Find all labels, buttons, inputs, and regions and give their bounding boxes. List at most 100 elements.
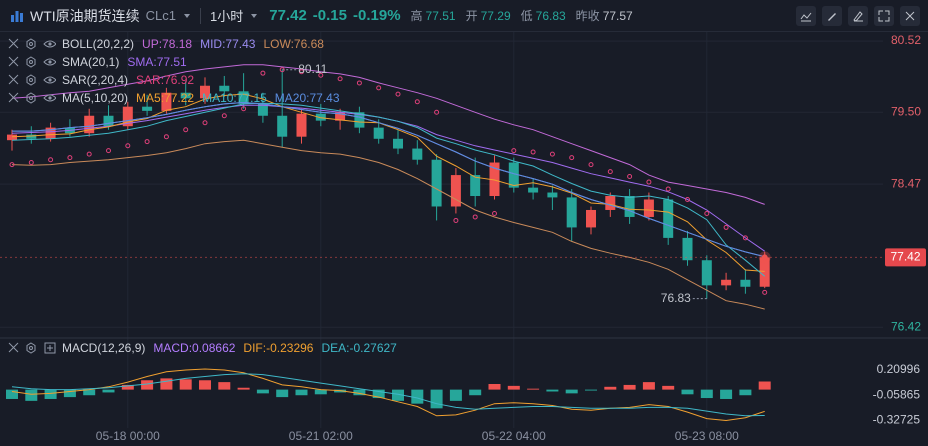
fullscreen-button[interactable] <box>874 6 894 26</box>
sar-dot <box>86 151 92 157</box>
candle-body <box>296 113 307 137</box>
macd-bar <box>662 385 675 390</box>
macd-bar <box>546 389 559 392</box>
sar-dot <box>183 127 189 133</box>
candle-body <box>566 197 577 228</box>
sar-dot <box>260 70 266 76</box>
legend-item: MA5:77.22 <box>136 91 195 105</box>
sar-dot <box>588 162 594 168</box>
price-change-pct: -0.19% <box>353 7 401 24</box>
candle-body <box>450 175 461 207</box>
price-dot <box>761 254 768 261</box>
sar-dot <box>28 160 34 166</box>
sar-dot <box>434 109 440 115</box>
candle-body <box>547 192 558 198</box>
candle-body <box>354 112 365 128</box>
sar-dot <box>492 210 497 216</box>
legend-icons[interactable] <box>8 38 56 50</box>
legend-icons[interactable] <box>8 92 56 104</box>
legend-icons[interactable] <box>8 74 56 86</box>
stat-label: 开 <box>465 9 478 23</box>
sar-dot <box>125 143 131 149</box>
indicator-button[interactable] <box>796 6 816 26</box>
draw-button[interactable] <box>822 6 842 26</box>
legend-row: MA(5,10,20) MA5:77.22 MA10:77.15 MA20:77.43 <box>8 89 348 107</box>
sar-dot <box>762 289 768 295</box>
sar-dot <box>356 80 362 86</box>
close-button[interactable] <box>900 6 920 26</box>
macd-bar <box>720 389 733 399</box>
sar-dot <box>144 139 150 145</box>
candle-body <box>643 199 654 217</box>
sar-dot <box>511 148 517 154</box>
settings-button[interactable] <box>848 6 868 26</box>
high-label: 80.11 <box>298 62 327 76</box>
legend-item: DIF:-0.23296 <box>243 341 314 355</box>
interval[interactable]: 1小时 <box>210 9 244 24</box>
macd-bar <box>6 389 18 399</box>
x-tick-label: 05-21 02:00 <box>289 429 353 443</box>
macd-bar <box>295 389 308 396</box>
sar-dot <box>453 217 459 223</box>
dropdown-arrow[interactable] <box>182 11 192 21</box>
candle-body <box>393 138 403 149</box>
stat-value: 77.29 <box>480 9 511 23</box>
candle-body <box>663 199 674 238</box>
dropdown-arrow[interactable] <box>249 11 259 21</box>
legend-icons[interactable] <box>8 56 56 68</box>
sar-dot <box>241 106 247 112</box>
macd-bar <box>642 382 655 390</box>
legend-row: MACD(12,26,9) MACD:0.08662 DIF:-0.23296 DEA… <box>8 339 405 357</box>
candle-body <box>624 196 635 217</box>
price-tag-label: 77.42 <box>890 250 920 264</box>
macd-bar <box>353 389 366 396</box>
macd-bar <box>411 389 424 404</box>
logo <box>11 10 23 22</box>
macd-bar <box>527 388 540 390</box>
indicator-line <box>11 139 765 310</box>
sar-dot <box>48 157 54 163</box>
legend-row: SAR(2,20,4) SAR:76.92 <box>8 71 202 89</box>
sar-dot <box>9 162 15 168</box>
macd-bar <box>623 384 636 390</box>
macd-bar <box>83 389 96 396</box>
candle-body <box>26 134 37 139</box>
sar-dot <box>646 179 652 185</box>
legend-item: SMA:77.51 <box>127 55 187 69</box>
sar-dot <box>163 134 169 140</box>
candle-body <box>508 162 519 188</box>
price-tag <box>885 248 926 267</box>
indicator-line <box>11 368 765 422</box>
sar-dot <box>685 197 690 203</box>
candle-body <box>103 115 114 127</box>
macd-bar <box>218 382 231 390</box>
candle-body <box>142 106 153 111</box>
x-tick-label: 05-23 08:00 <box>675 429 739 443</box>
macd-bar <box>700 389 713 399</box>
y-tick-label: 0.20996 <box>877 362 921 376</box>
legend-item: LOW:76.68 <box>263 37 324 51</box>
macd-bar <box>102 389 115 393</box>
candle-body <box>605 196 616 210</box>
candle-body <box>180 92 191 99</box>
candle-body <box>238 91 249 104</box>
symbol-title[interactable]: WTI原油期货连续 <box>30 7 140 24</box>
macd-bar <box>121 384 134 390</box>
candle-body <box>682 237 693 261</box>
candle-body <box>528 187 539 193</box>
sar-dot <box>414 99 420 105</box>
legend-icons[interactable] <box>8 342 56 354</box>
stat-value: 76.83 <box>535 9 566 23</box>
macd-bar <box>44 389 57 399</box>
candle-body <box>721 279 732 286</box>
legend-item: SAR:76.92 <box>136 73 195 87</box>
legend-item: MID:77.43 <box>200 37 256 51</box>
sar-dot <box>221 113 227 119</box>
sar-dot <box>569 155 575 161</box>
legend-label: MA(5,10,20) <box>62 91 129 105</box>
legend-item: UP:78.18 <box>142 37 193 51</box>
candle-body <box>470 175 481 197</box>
tool-buttons <box>796 6 920 26</box>
